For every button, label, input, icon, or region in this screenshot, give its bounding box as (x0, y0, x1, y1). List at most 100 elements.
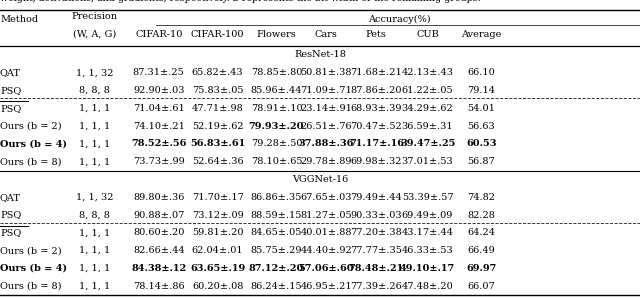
Text: 73.12±.09: 73.12±.09 (192, 210, 243, 219)
Text: 52.19±.62: 52.19±.62 (192, 122, 243, 131)
Text: Cars: Cars (315, 30, 338, 39)
Text: 59.81±.20: 59.81±.20 (192, 228, 243, 237)
Text: 78.85±.80: 78.85±.80 (251, 68, 302, 77)
Text: 54.01: 54.01 (467, 104, 495, 113)
Text: 71.17±.16: 71.17±.16 (349, 139, 404, 148)
Text: 69.49±.09: 69.49±.09 (402, 210, 453, 219)
Text: Pets: Pets (366, 30, 387, 39)
Text: 79.49±.44: 79.49±.44 (351, 193, 402, 202)
Text: Ours (b = 8): Ours (b = 8) (0, 157, 61, 166)
Text: Ours (b = 4): Ours (b = 4) (0, 264, 67, 273)
Text: 26.51±.76: 26.51±.76 (301, 122, 352, 131)
Text: 85.96±.44: 85.96±.44 (251, 86, 302, 95)
Text: 52.64±.36: 52.64±.36 (192, 157, 243, 166)
Text: 71.68±.21: 71.68±.21 (351, 68, 402, 77)
Text: Precision: Precision (72, 12, 118, 21)
Text: 1, 1, 1: 1, 1, 1 (79, 139, 110, 148)
Text: 60.53: 60.53 (466, 139, 497, 148)
Text: 1, 1, 1: 1, 1, 1 (79, 282, 110, 291)
Text: 88.59±.15: 88.59±.15 (251, 210, 302, 219)
Text: 79.28±.50: 79.28±.50 (251, 139, 302, 148)
Text: 46.95±.21: 46.95±.21 (301, 282, 352, 291)
Text: 73.73±.99: 73.73±.99 (133, 157, 184, 166)
Text: 37.01±.53: 37.01±.53 (402, 157, 453, 166)
Text: 46.33±.53: 46.33±.53 (402, 246, 453, 255)
Text: 1, 1, 1: 1, 1, 1 (79, 264, 110, 273)
Text: Ours (b = 8): Ours (b = 8) (0, 282, 61, 291)
Text: VGGNet-16: VGGNet-16 (292, 175, 348, 184)
Text: 78.48±.21: 78.48±.21 (349, 264, 404, 273)
Text: 87.31±.25: 87.31±.25 (133, 68, 184, 77)
Text: 77.39±.26: 77.39±.26 (351, 282, 402, 291)
Text: 53.39±.57: 53.39±.57 (402, 193, 453, 202)
Text: 8, 8, 8: 8, 8, 8 (79, 210, 110, 219)
Text: 69.97: 69.97 (466, 264, 497, 273)
Text: Method: Method (0, 15, 38, 24)
Text: 8, 8, 8: 8, 8, 8 (79, 86, 110, 95)
Text: Ours (b = 2): Ours (b = 2) (0, 122, 61, 131)
Text: 89.80±.36: 89.80±.36 (133, 193, 184, 202)
Text: 77.20±.38: 77.20±.38 (351, 228, 402, 237)
Text: 40.01±.88: 40.01±.88 (301, 228, 352, 237)
Text: 37.88±.36: 37.88±.36 (299, 139, 354, 148)
Text: 90.88±.07: 90.88±.07 (133, 210, 184, 219)
Text: 82.66±.44: 82.66±.44 (133, 246, 184, 255)
Text: 47.48±.20: 47.48±.20 (402, 282, 453, 291)
Text: CIFAR-10: CIFAR-10 (135, 30, 182, 39)
Text: 66.10: 66.10 (467, 68, 495, 77)
Text: 42.13±.43: 42.13±.43 (401, 68, 454, 77)
Text: CUB: CUB (416, 30, 439, 39)
Text: Average: Average (461, 30, 502, 39)
Text: 1, 1, 1: 1, 1, 1 (79, 104, 110, 113)
Text: Ours (b = 2): Ours (b = 2) (0, 246, 61, 255)
Text: 62.04±.01: 62.04±.01 (192, 246, 243, 255)
Text: 70.47±.52: 70.47±.52 (351, 122, 402, 131)
Text: 92.90±.03: 92.90±.03 (133, 86, 184, 95)
Text: 23.14±.91: 23.14±.91 (300, 104, 353, 113)
Text: 44.40±.92: 44.40±.92 (301, 246, 352, 255)
Text: 60.20±.08: 60.20±.08 (192, 282, 243, 291)
Text: 1, 1, 1: 1, 1, 1 (79, 157, 110, 166)
Text: 74.82: 74.82 (467, 193, 495, 202)
Text: CIFAR-100: CIFAR-100 (191, 30, 244, 39)
Text: 66.49: 66.49 (467, 246, 495, 255)
Text: 1, 1, 32: 1, 1, 32 (76, 193, 113, 202)
Text: 69.98±.32: 69.98±.32 (351, 157, 402, 166)
Text: 84.65±.05: 84.65±.05 (251, 228, 302, 237)
Text: 63.65±.19: 63.65±.19 (190, 264, 245, 273)
Text: 77.77±.35: 77.77±.35 (350, 246, 403, 255)
Text: 34.29±.62: 34.29±.62 (402, 104, 453, 113)
Text: 82.28: 82.28 (467, 210, 495, 219)
Text: weight, activations, and gradients, respectively. b represents the bit-width of : weight, activations, and gradients, resp… (0, 0, 481, 3)
Text: 1, 1, 1: 1, 1, 1 (79, 246, 110, 255)
Text: 49.10±.17: 49.10±.17 (400, 264, 455, 273)
Text: Ours (b = 4): Ours (b = 4) (0, 139, 67, 148)
Text: 56.83±.61: 56.83±.61 (190, 139, 245, 148)
Text: (W, A, G): (W, A, G) (73, 30, 116, 39)
Text: 90.33±.03: 90.33±.03 (351, 210, 402, 219)
Text: 1, 1, 1: 1, 1, 1 (79, 228, 110, 237)
Text: 80.60±.20: 80.60±.20 (133, 228, 184, 237)
Text: 79.14: 79.14 (467, 86, 495, 95)
Text: 61.22±.05: 61.22±.05 (402, 86, 453, 95)
Text: 78.91±.10: 78.91±.10 (251, 104, 302, 113)
Text: QAT: QAT (0, 193, 21, 202)
Text: 57.06±.60: 57.06±.60 (299, 264, 354, 273)
Text: PSQ: PSQ (0, 104, 21, 113)
Text: 47.71±.98: 47.71±.98 (192, 104, 243, 113)
Text: 75.83±.05: 75.83±.05 (192, 86, 243, 95)
Text: 87.86±.20: 87.86±.20 (351, 86, 402, 95)
Text: 78.10±.65: 78.10±.65 (251, 157, 302, 166)
Text: 78.52±.56: 78.52±.56 (131, 139, 186, 148)
Text: Accuracy(%): Accuracy(%) (368, 15, 431, 24)
Text: 1, 1, 32: 1, 1, 32 (76, 68, 113, 77)
Text: 67.65±.03: 67.65±.03 (301, 193, 352, 202)
Text: PSQ: PSQ (0, 210, 21, 219)
Text: 71.70±.17: 71.70±.17 (191, 193, 244, 202)
Text: 1, 1, 1: 1, 1, 1 (79, 122, 110, 131)
Text: 86.86±.35: 86.86±.35 (251, 193, 302, 202)
Text: 65.82±.43: 65.82±.43 (192, 68, 243, 77)
Text: 66.07: 66.07 (467, 282, 495, 291)
Text: 71.09±.71: 71.09±.71 (301, 86, 352, 95)
Text: 36.59±.31: 36.59±.31 (402, 122, 453, 131)
